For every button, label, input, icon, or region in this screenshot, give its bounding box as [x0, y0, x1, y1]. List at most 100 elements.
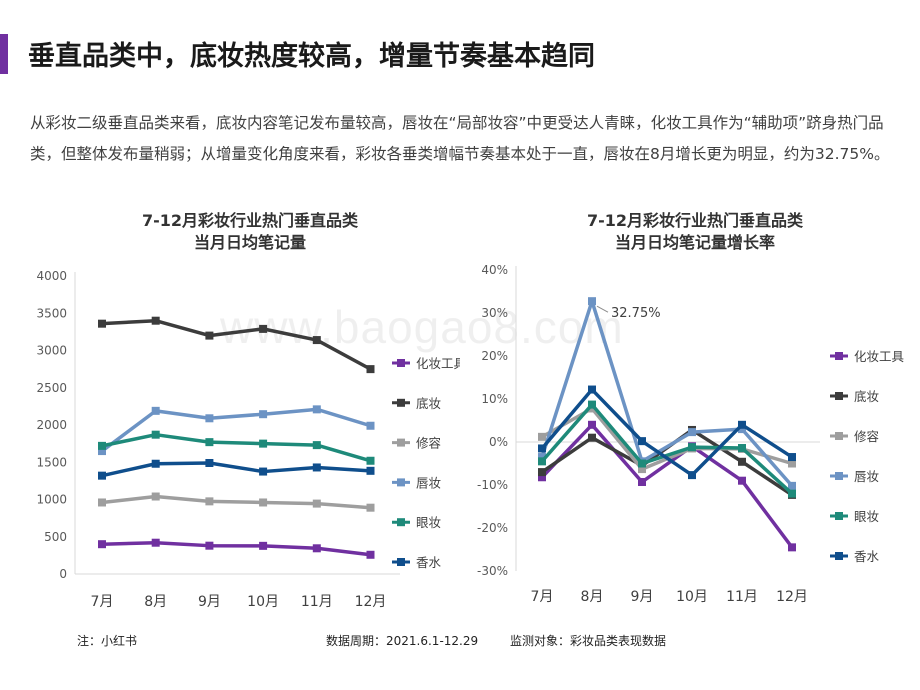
left-data-point-修容 — [151, 492, 160, 501]
right-series-line-眼妆 — [540, 402, 794, 495]
left-legend-marker-眼妆 — [397, 518, 405, 527]
right-y-tick-label: 20% — [481, 349, 508, 363]
right-legend-label: 眼妆 — [854, 509, 879, 524]
left-data-point-唇妆 — [259, 410, 268, 419]
right-legend-label: 化妆工具 — [854, 349, 905, 364]
left-data-point-底妆 — [98, 319, 106, 328]
left-series-line-唇妆 — [100, 407, 372, 453]
right-series-line-化妆工具 — [540, 423, 794, 549]
right-data-point-香水 — [688, 471, 696, 480]
right-data-point-底妆 — [588, 433, 596, 442]
left-y-tick-label: 500 — [44, 530, 67, 544]
right-y-tick-label: 0% — [489, 435, 508, 449]
left-data-point-眼妆 — [366, 456, 375, 465]
right-data-point-眼妆 — [738, 444, 746, 453]
right-y-tick-label: -30% — [477, 564, 508, 578]
right-y-tick-label: -20% — [477, 521, 508, 535]
left-legend-label: 唇妆 — [416, 475, 441, 490]
left-legend-marker-化妆工具 — [397, 359, 405, 367]
right-data-point-唇妆 — [788, 481, 796, 490]
left-legend-marker-香水 — [397, 558, 405, 566]
left-legend-label: 化妆工具 — [416, 356, 460, 371]
right-data-point-化妆工具 — [588, 420, 596, 429]
left-data-point-化妆工具 — [366, 550, 375, 559]
left-data-point-化妆工具 — [205, 541, 214, 550]
left-legend-marker-修容 — [397, 438, 405, 447]
left-data-point-化妆工具 — [312, 544, 321, 553]
left-legend-label: 修容 — [416, 436, 441, 451]
left-x-tick-label: 8月 — [144, 594, 167, 610]
right-y-tick-label: 30% — [481, 306, 508, 320]
right-x-tick-label: 8月 — [581, 589, 604, 605]
left-y-tick-label: 4000 — [36, 269, 67, 283]
right-data-point-化妆工具 — [738, 476, 746, 485]
left-data-point-香水 — [312, 463, 321, 472]
right-legend-label: 修容 — [854, 429, 879, 444]
right-data-point-眼妆 — [588, 400, 596, 409]
right-chart-title-line2: 当月日均笔记量增长率 — [614, 233, 775, 252]
left-legend-label: 香水 — [416, 555, 442, 570]
left-chart-title-line2: 当月日均笔记量 — [193, 233, 306, 252]
right-series-line-香水 — [540, 387, 793, 477]
left-data-point-底妆 — [205, 331, 214, 340]
left-y-tick-label: 1000 — [36, 493, 67, 507]
right-data-point-底妆 — [538, 468, 546, 477]
left-series-line-底妆 — [101, 318, 372, 371]
right-data-point-香水 — [588, 385, 596, 394]
right-data-point-底妆 — [738, 457, 746, 466]
right-y-tick-label: 10% — [481, 392, 508, 406]
right-y-tick-label: -10% — [477, 478, 508, 492]
right-data-point-唇妆 — [738, 425, 746, 434]
right-legend-marker-唇妆 — [835, 472, 843, 480]
left-data-point-化妆工具 — [98, 540, 106, 549]
left-series-line-香水 — [101, 461, 371, 478]
left-x-tick-label: 9月 — [198, 594, 221, 610]
left-data-point-香水 — [151, 459, 160, 468]
right-x-tick-label: 11月 — [726, 589, 758, 605]
left-data-point-唇妆 — [366, 421, 375, 430]
left-y-tick-label: 2000 — [36, 418, 67, 432]
left-data-point-底妆 — [259, 324, 268, 333]
right-chart-title-line1: 7-12月彩妆行业热门垂直品类 — [586, 211, 804, 230]
left-data-point-眼妆 — [98, 441, 106, 450]
right-data-point-眼妆 — [538, 457, 546, 466]
left-chart-title: 7-12月彩妆行业热门垂直品类 当月日均笔记量 — [120, 210, 380, 254]
title-accent-bar — [0, 34, 8, 74]
right-legend-label: 香水 — [854, 549, 880, 564]
right-data-point-香水 — [788, 453, 796, 462]
left-data-point-香水 — [259, 467, 268, 476]
right-legend-label: 底妆 — [854, 389, 879, 404]
left-data-point-香水 — [366, 466, 375, 475]
left-data-point-眼妆 — [259, 439, 268, 448]
left-chart-title-line1: 7-12月彩妆行业热门垂直品类 — [141, 211, 359, 230]
footer-period: 数据周期：2021.6.1-12.29 — [326, 634, 479, 648]
right-legend-marker-香水 — [835, 552, 843, 560]
left-data-point-香水 — [205, 458, 214, 467]
right-data-point-修容 — [788, 459, 796, 468]
left-legend-label: 底妆 — [416, 396, 441, 411]
left-x-tick-label: 12月 — [355, 594, 387, 610]
right-legend-marker-修容 — [835, 432, 843, 440]
left-y-tick-label: 1500 — [36, 455, 67, 469]
left-data-point-眼妆 — [151, 430, 160, 439]
left-series-line-化妆工具 — [101, 540, 371, 557]
left-data-point-底妆 — [366, 365, 375, 374]
right-data-point-香水 — [638, 437, 646, 446]
left-x-tick-label: 10月 — [247, 594, 279, 610]
left-data-point-化妆工具 — [259, 541, 268, 550]
right-annotation-label: 32.75% — [611, 306, 661, 321]
left-legend-marker-底妆 — [397, 398, 405, 407]
left-data-point-唇妆 — [151, 406, 160, 415]
right-data-point-眼妆 — [638, 459, 646, 468]
left-y-tick-label: 0 — [59, 567, 67, 581]
right-data-point-唇妆 — [688, 428, 696, 437]
page-title: 垂直品类中，底妆热度较高，增量节奏基本趋同 — [28, 41, 595, 72]
left-y-tick-label: 3000 — [36, 344, 67, 358]
left-data-point-唇妆 — [98, 447, 106, 456]
left-data-point-修容 — [205, 497, 214, 506]
left-data-point-化妆工具 — [151, 538, 160, 547]
right-data-point-唇妆 — [538, 453, 546, 462]
left-data-point-修容 — [98, 498, 106, 507]
left-data-point-香水 — [98, 471, 106, 480]
right-chart-title: 7-12月彩妆行业热门垂直品类 当月日均笔记量增长率 — [560, 210, 830, 254]
